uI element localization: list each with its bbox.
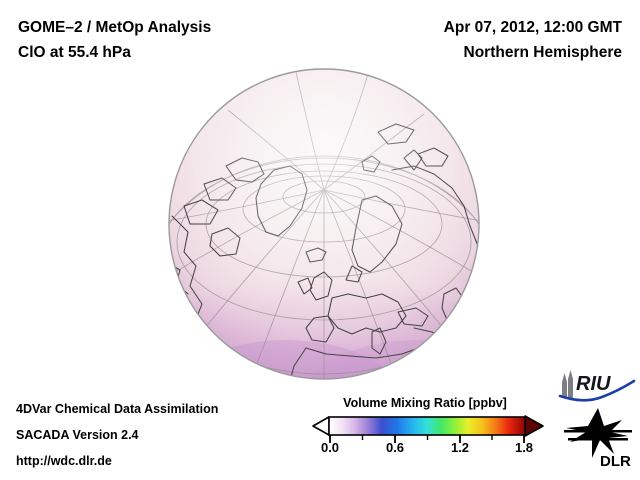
riu-wordmark: RIU — [576, 373, 611, 395]
page-title-instrument: GOME–2 / MetOp Analysis — [18, 19, 212, 36]
page-subtitle-species: ClO at 55.4 hPa — [18, 44, 131, 61]
footer-url-link[interactable]: http://wdc.dlr.de — [16, 454, 112, 468]
colorbar-left-cap — [312, 416, 330, 436]
riu-swoosh-icon — [558, 379, 636, 402]
riu-tower-icon — [562, 370, 573, 398]
colorbar-major-ticks — [329, 435, 525, 443]
footer-method-label: 4DVar Chemical Data Assimilation — [16, 402, 219, 416]
dlr-mark-icon — [564, 408, 632, 458]
colorbar-tick-label-2: 1.2 — [450, 440, 470, 455]
colorbar-title: Volume Mixing Ratio [ppbv] — [343, 396, 507, 410]
colorbar-minor-ticks — [361, 435, 493, 440]
dlr-wordmark: DLR — [600, 453, 631, 468]
colorbar: Volume Mixing Ratio [ppbv] — [305, 396, 545, 472]
globe-shading — [169, 69, 479, 379]
riu-logo: RIU — [558, 370, 636, 402]
globe-map — [166, 66, 482, 382]
colorbar-tick-label-3: 1.8 — [514, 440, 534, 455]
globe-limb-outline — [168, 68, 480, 380]
dlr-logo: DLR — [564, 408, 632, 468]
hemisphere-label: Northern Hemisphere — [463, 44, 622, 61]
footer-version-label: SACADA Version 2.4 — [16, 428, 139, 442]
colorbar-gradient — [328, 416, 526, 436]
timestamp-label: Apr 07, 2012, 12:00 GMT — [443, 19, 622, 36]
colorbar-tick-label-1: 0.6 — [385, 440, 405, 455]
colorbar-scale — [312, 415, 544, 443]
colorbar-right-cap — [524, 415, 544, 437]
globe-svg — [168, 68, 480, 380]
colorbar-tick-label-0: 0.0 — [320, 440, 340, 455]
